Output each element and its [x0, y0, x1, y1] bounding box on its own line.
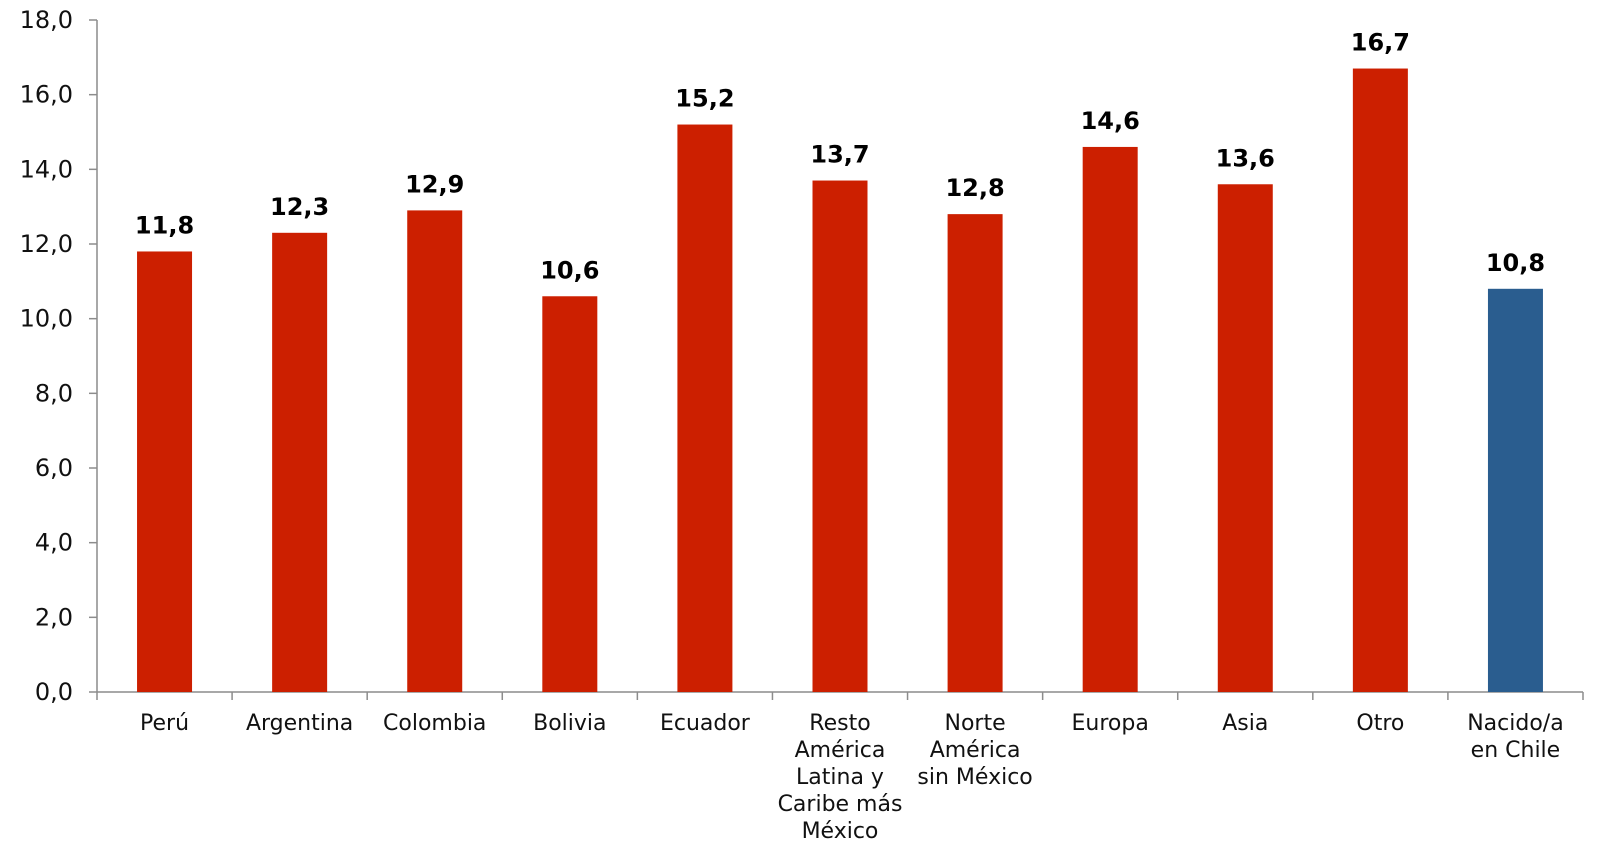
y-tick-label: 10,0	[20, 305, 73, 333]
y-tick-label: 8,0	[35, 379, 73, 407]
bar	[1487, 288, 1543, 692]
category-label: Colombia	[383, 711, 486, 736]
data-label: 11,8	[135, 211, 194, 239]
y-axis: 0,0 2,0 4,0 6,0 8,0 10,0 12,0 14,0 16,0 18,0	[20, 6, 98, 706]
category-label: Argentina	[246, 711, 353, 736]
data-labels: 11,8 12,3 12,9 10,6 15,2 13,7 12,8 14,6 13,6 16,7…	[135, 29, 1545, 285]
data-label: 13,6	[1216, 144, 1275, 172]
data-label: 12,9	[405, 170, 464, 198]
data-label: 13,7	[810, 141, 869, 169]
data-label: 15,2	[675, 85, 734, 113]
data-label: 10,6	[540, 256, 599, 284]
y-tick-label: 0,0	[35, 678, 73, 706]
category-label: Asia	[1222, 711, 1268, 736]
bar	[677, 124, 733, 693]
bar	[1217, 184, 1273, 692]
bar	[1082, 146, 1138, 692]
category-label: Perú	[140, 711, 189, 736]
y-tick-label: 2,0	[35, 603, 73, 631]
data-label: 12,3	[270, 193, 329, 221]
x-axis	[96, 691, 1584, 700]
bar	[407, 210, 463, 692]
data-label: 12,8	[945, 174, 1004, 202]
y-tick-label: 6,0	[35, 454, 73, 482]
category-label: Otro	[1356, 711, 1404, 736]
bar	[272, 232, 328, 693]
bar	[1352, 68, 1408, 693]
y-tick-label: 14,0	[20, 155, 73, 183]
y-tick-label: 18,0	[20, 6, 73, 34]
category-label: Nacido/a en Chile	[1467, 711, 1563, 763]
bar	[812, 180, 868, 693]
data-label: 16,7	[1351, 29, 1410, 57]
bars	[137, 68, 1543, 693]
bar	[137, 251, 193, 692]
y-tick-label: 4,0	[35, 529, 73, 557]
y-tick-label: 16,0	[20, 81, 73, 109]
bar	[542, 296, 598, 692]
category-label: Norte América sin México	[917, 711, 1032, 790]
category-label: Ecuador	[660, 711, 751, 736]
data-label: 10,8	[1486, 249, 1545, 277]
category-label: Europa	[1072, 711, 1149, 736]
bar	[947, 214, 1003, 692]
y-tick-label: 12,0	[20, 230, 73, 258]
category-label: Resto América Latina y Caribe más México	[778, 711, 903, 844]
category-label: Bolivia	[533, 711, 606, 736]
category-labels: Perú Argentina Colombia Bolivia Ecuador Resto…	[140, 711, 1564, 844]
data-label: 14,6	[1081, 107, 1140, 135]
